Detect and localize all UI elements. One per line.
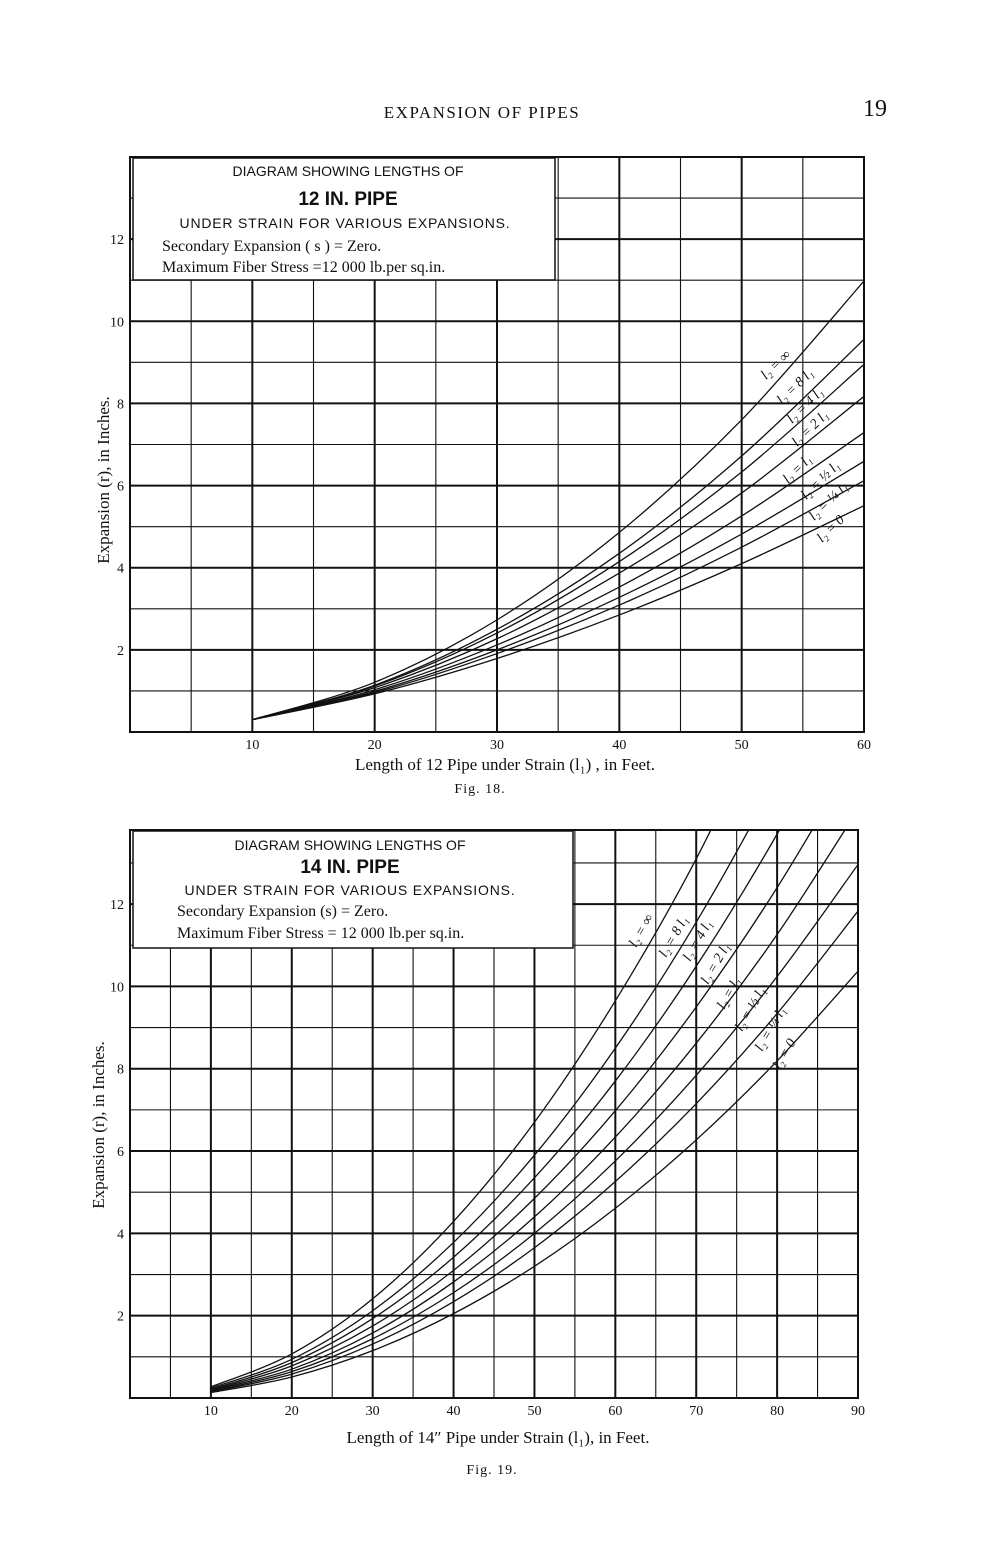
series-label: l₂ = 0 xyxy=(770,1037,799,1072)
series-line xyxy=(252,280,864,721)
x-tick-label: 30 xyxy=(366,1404,380,1419)
y-tick-label: 2 xyxy=(117,644,124,659)
x-tick-label: 10 xyxy=(204,1404,218,1419)
series-line xyxy=(210,864,858,1393)
title-box xyxy=(132,830,574,949)
y-axis-label: Expansion (r), in Inches. xyxy=(89,1041,108,1209)
x-tick-label: 50 xyxy=(527,1404,541,1419)
series-line xyxy=(210,830,813,1391)
series-line xyxy=(252,505,864,721)
x-axis-label: Length of 14″ Pipe under Strain (l₁), in… xyxy=(347,1428,650,1447)
chart-fig-18: DIAGRAM SHOWING LENGTHS OF 12 IN. PIPE U… xyxy=(94,156,871,797)
chart-title-line-3: UNDER STRAIN FOR VARIOUS EXPANSIONS. xyxy=(180,215,511,231)
plot-frame xyxy=(129,156,865,733)
x-tick-label: 80 xyxy=(770,1404,784,1419)
chart-title-line-1: DIAGRAM SHOWING LENGTHS OF xyxy=(234,837,465,853)
series-line xyxy=(252,432,864,721)
y-tick-label: 6 xyxy=(117,1145,124,1160)
series-line xyxy=(252,480,864,721)
chart-title-line-2: 14 IN. PIPE xyxy=(300,857,399,878)
series-line xyxy=(210,830,781,1390)
x-tick-label: 60 xyxy=(857,738,871,753)
figure-caption: Fig. 19. xyxy=(466,1463,517,1478)
plot-frame xyxy=(129,829,859,1399)
running-head: EXPANSION OF PIPES xyxy=(384,103,580,122)
series-label: l₂ = ∞ xyxy=(758,348,794,383)
y-tick-label: 12 xyxy=(110,898,124,913)
y-tick-label: 2 xyxy=(117,1310,124,1325)
x-tick-label: 20 xyxy=(368,738,382,753)
chart-title-line-3: UNDER STRAIN FOR VARIOUS EXPANSIONS. xyxy=(185,882,516,898)
series-line xyxy=(252,363,864,721)
series-line xyxy=(210,970,858,1394)
y-tick-label: 8 xyxy=(117,1063,124,1078)
series-line xyxy=(252,395,864,721)
x-tick-label: 90 xyxy=(851,1404,865,1419)
y-tick-label: 4 xyxy=(117,562,124,577)
series-line xyxy=(252,338,864,721)
chart-note-1: Secondary Expansion (s) = Zero. xyxy=(177,903,388,920)
series-label: l₂ = l₁ xyxy=(714,975,744,1012)
figure-caption: Fig. 18. xyxy=(454,782,505,797)
series-line xyxy=(210,830,846,1392)
title-box xyxy=(132,157,556,281)
y-tick-label: 10 xyxy=(110,315,124,330)
x-tick-label: 40 xyxy=(447,1404,461,1419)
x-tick-label: 30 xyxy=(490,738,504,753)
chart-note-2: Maximum Fiber Stress =12 000 lb.per sq.i… xyxy=(162,259,445,276)
series-line xyxy=(210,830,750,1389)
series-line xyxy=(252,460,864,721)
x-tick-label: 20 xyxy=(285,1404,299,1419)
page-number: 19 xyxy=(863,96,887,122)
y-tick-label: 10 xyxy=(110,980,124,995)
chart-title-line-2: 12 IN. PIPE xyxy=(298,189,397,210)
x-axis-label: Length of 12 Pipe under Strain (l₁) , in… xyxy=(355,755,655,774)
x-tick-label: 40 xyxy=(612,738,626,753)
y-axis-label: Expansion (r), in Inches. xyxy=(94,396,113,564)
series-line xyxy=(210,910,858,1393)
chart-title-line-1: DIAGRAM SHOWING LENGTHS OF xyxy=(232,163,463,179)
y-tick-label: 6 xyxy=(117,480,124,495)
x-tick-label: 60 xyxy=(608,1404,622,1419)
series-line xyxy=(210,830,712,1388)
y-tick-label: 8 xyxy=(117,397,124,412)
x-tick-label: 10 xyxy=(245,738,259,753)
chart-note-1: Secondary Expansion ( s ) = Zero. xyxy=(162,238,381,255)
y-tick-label: 4 xyxy=(117,1227,124,1242)
x-tick-label: 70 xyxy=(689,1404,703,1419)
series-label: l₂ = ∞ xyxy=(626,912,657,950)
x-tick-label: 50 xyxy=(735,738,749,753)
y-tick-label: 12 xyxy=(110,233,124,248)
chart-note-2: Maximum Fiber Stress = 12 000 lb.per sq.… xyxy=(177,925,464,942)
